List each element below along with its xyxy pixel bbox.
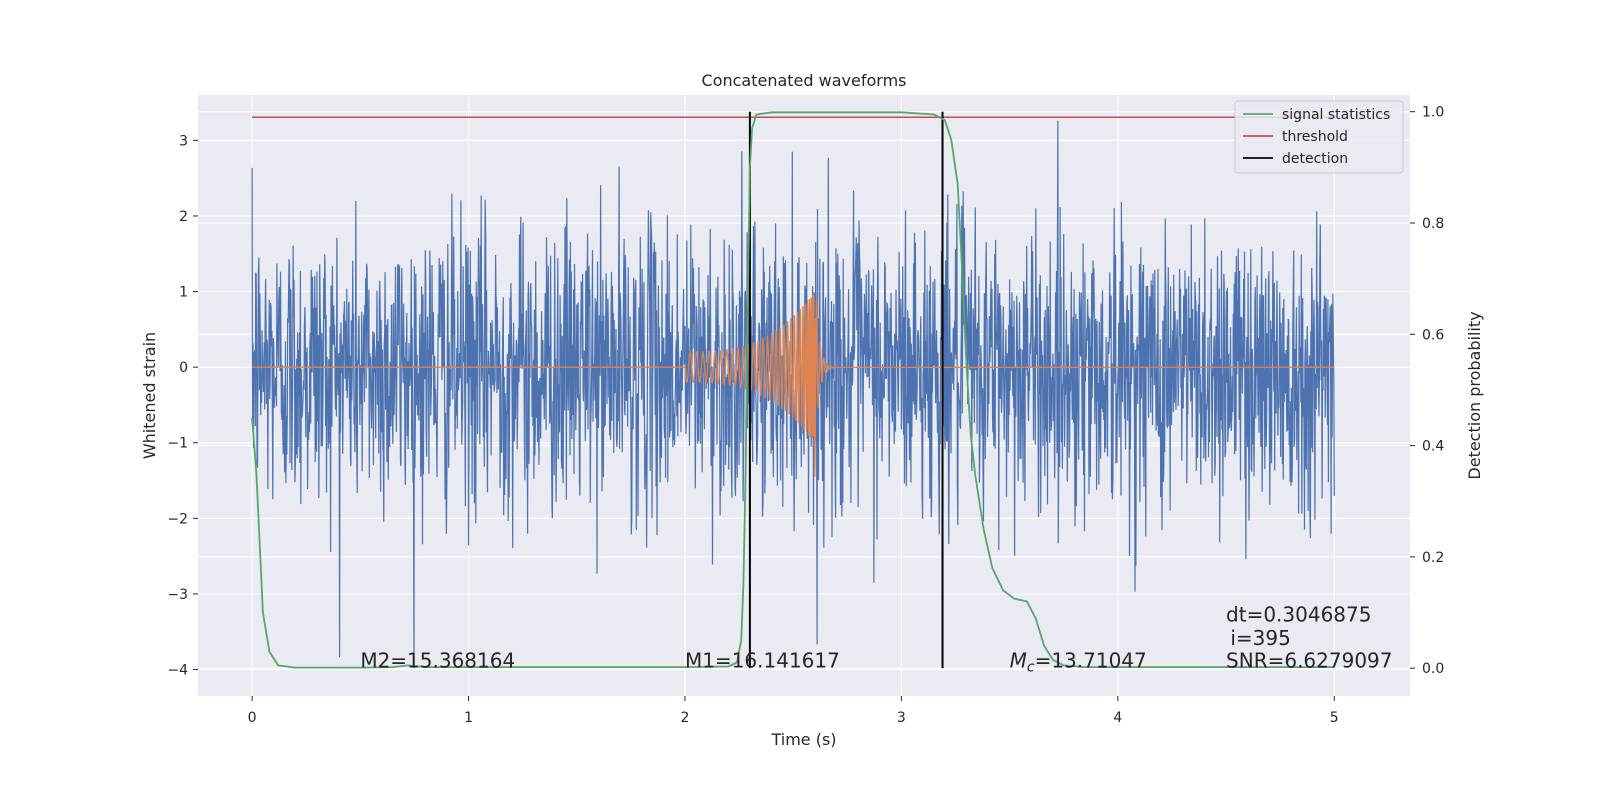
x-tick-label: 1 [464,710,473,726]
y-right-tick-label: 0.8 [1422,216,1444,232]
legend-label: signal statistics [1282,107,1390,123]
x-tick-label: 2 [681,710,690,726]
y-tick-label: 3 [179,133,188,149]
x-tick-label: 3 [897,710,906,726]
y-axis-label: Whitened strain [140,332,159,459]
annotation-text: i=395 [1230,626,1291,650]
legend-box [1234,100,1404,174]
y-tick-label: −4 [167,663,188,679]
x-tick-label: 5 [1330,710,1339,726]
annotation-text: M2=15.368164 [360,648,515,672]
x-tick-label: 0 [248,710,257,726]
y-axis-right-ticks: 0.0 0.2 0.4 0.6 0.8 1.0 [1410,105,1444,677]
annotation-text: M1=16.141617 [685,648,840,672]
annotation-text: SNR=6.6279097 [1226,648,1392,672]
legend-label: detection [1282,151,1348,167]
y-right-tick-label: 1.0 [1422,105,1444,121]
y-tick-label: 1 [179,285,188,301]
y-tick-label: −2 [167,511,188,527]
plot-series [251,111,1335,669]
y-right-tick-label: 0.4 [1422,439,1444,455]
y-right-tick-label: 0.2 [1422,550,1444,566]
annotation-text: Mc=13.71047 [1010,648,1147,675]
template-waveform-line [252,292,1335,477]
y-tick-label: −1 [167,436,188,452]
y-right-tick-label: 0.6 [1422,327,1444,343]
y-axis-ticks: −4 −3 −2 −1 0 1 2 3 [167,133,198,679]
y-axis-right-label: Detection probability [1465,311,1484,479]
y-tick-label: −3 [167,587,188,603]
legend-label: threshold [1282,129,1348,145]
chart-title: Concatenated waveforms [702,71,907,90]
y-right-tick-label: 0.0 [1422,661,1444,677]
y-tick-label: 2 [179,209,188,225]
y-tick-label: 0 [179,360,188,376]
annotations: M2=15.368164 M1=16.141617 Mc=13.71047 dt=0.… [360,602,1392,675]
x-tick-label: 4 [1113,710,1122,726]
x-axis-ticks: 0 1 2 3 4 5 [248,696,1339,726]
signal-statistics-line [251,111,1335,669]
annotation-text: dt=0.3046875 [1226,602,1371,626]
legend: signal statistics threshold detection [1234,100,1404,174]
x-axis-label: Time (s) [770,730,836,749]
